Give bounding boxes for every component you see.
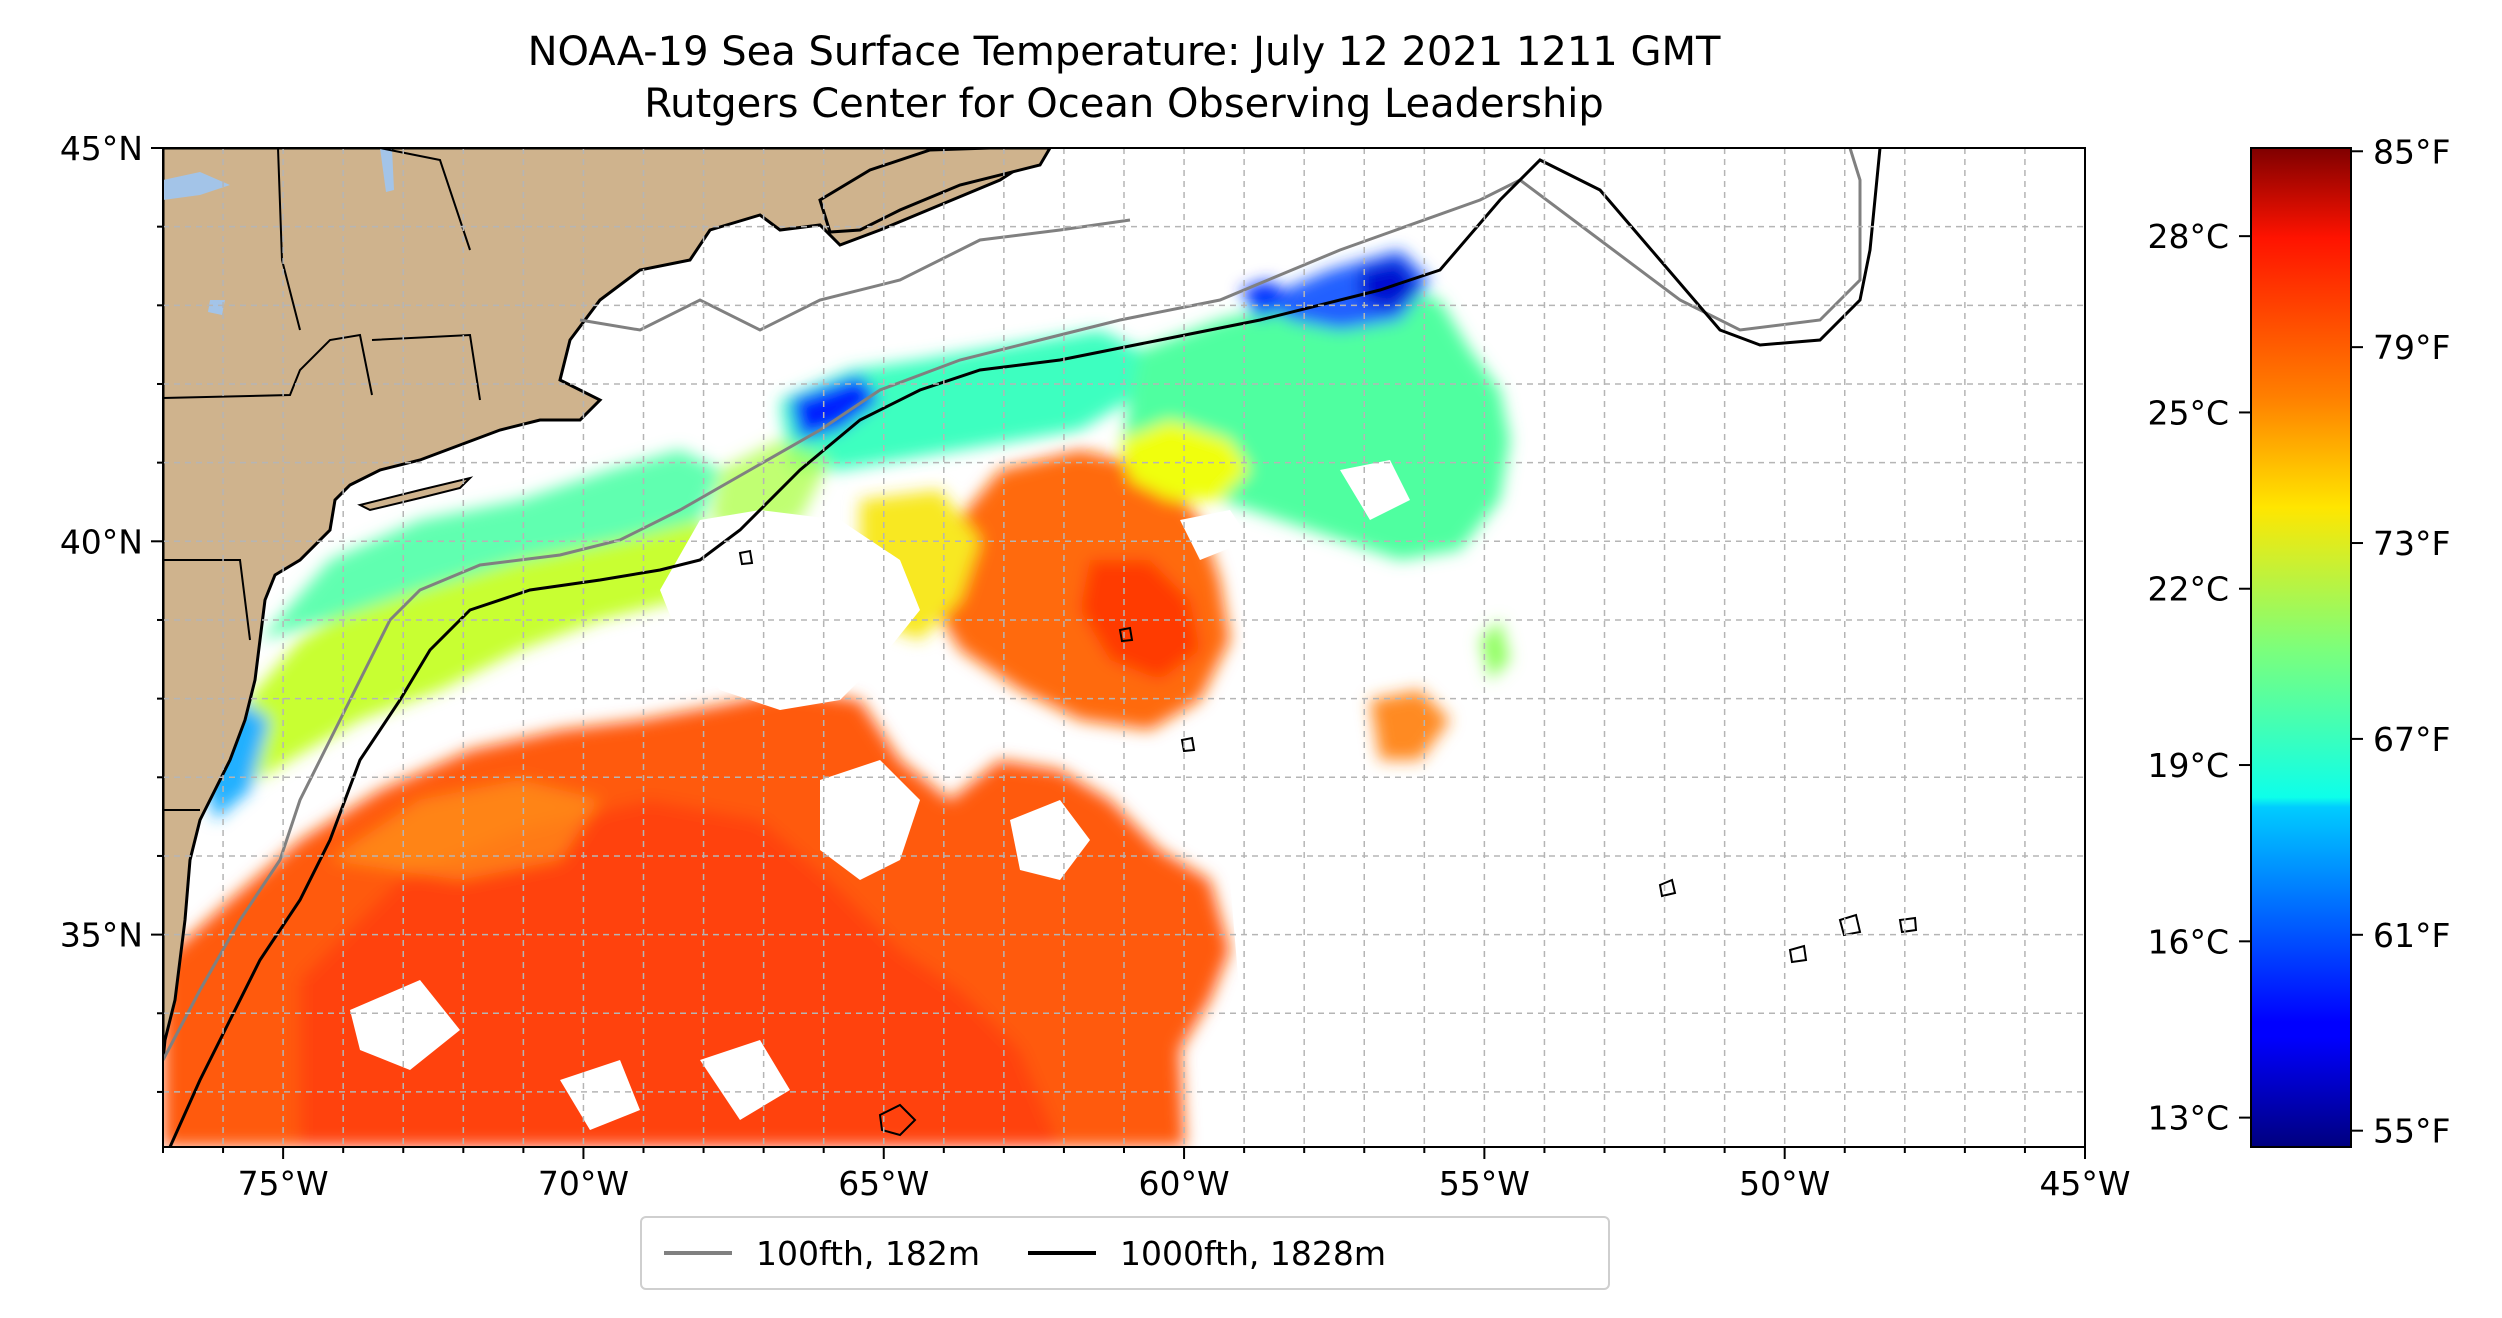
y-tick-label: 40°N — [60, 522, 143, 561]
y-tick-label: 45°N — [60, 129, 143, 168]
fahrenheit-tick-label: 55°F — [2373, 1112, 2450, 1151]
nova-scotia — [818, 148, 1052, 234]
x-axis: 75°W 70°W 65°W 60°W 55°W 50°W 45°W — [162, 1147, 2131, 1203]
x-tick-label: 55°W — [1439, 1164, 1530, 1203]
legend-swatch-100fth — [664, 1251, 732, 1255]
legend-label-1000fth: 1000fth, 1828m — [1120, 1233, 1386, 1273]
x-tick-label: 75°W — [238, 1164, 329, 1203]
cloud-masks — [350, 460, 1410, 1130]
legend-swatch-1000fth — [1028, 1251, 1096, 1255]
celsius-tick-label: 13°C — [2147, 1099, 2229, 1138]
y-axis: 35°N 40°N 45°N — [60, 129, 163, 1093]
x-tick-label: 70°W — [538, 1164, 629, 1203]
gridlines — [163, 148, 2085, 1147]
fahrenheit-tick-label: 61°F — [2373, 916, 2450, 955]
celsius-tick-label: 28°C — [2147, 217, 2229, 256]
sst-field — [163, 250, 1510, 1147]
legend-item-1000fth: 1000fth, 1828m — [1028, 1234, 1386, 1273]
bathymetry-1000fth — [168, 148, 1882, 1147]
x-tick-label: 50°W — [1739, 1164, 1830, 1203]
fahrenheit-tick-label: 85°F — [2373, 132, 2450, 171]
bathymetry-100fth — [163, 148, 1862, 1061]
legend-item-100fth: 100fth, 182m — [664, 1234, 980, 1273]
map-area — [163, 148, 2085, 1147]
colorbar-celsius-axis: 13°C 16°C 19°C 22°C 25°C 28°C — [2147, 217, 2251, 1138]
fahrenheit-tick-label: 73°F — [2373, 524, 2450, 563]
contour-legend: 100fth, 182m 1000fth, 1828m — [640, 1216, 1610, 1290]
legend-label-100fth: 100fth, 182m — [756, 1233, 980, 1273]
celsius-tick-label: 19°C — [2147, 746, 2229, 785]
land — [163, 148, 1053, 1061]
long-island — [357, 476, 474, 512]
colorbar-fahrenheit-axis: 55°F 61°F 67°F 73°F 79°F 85°F — [2351, 132, 2450, 1151]
seamounts — [738, 549, 1918, 1137]
x-tick-label: 65°W — [838, 1164, 929, 1203]
celsius-tick-label: 25°C — [2147, 393, 2229, 432]
north-america-landmass — [163, 148, 1053, 1061]
fahrenheit-tick-label: 79°F — [2373, 328, 2450, 367]
x-tick-label: 60°W — [1139, 1164, 1230, 1203]
colorbar — [2250, 147, 2352, 1148]
chart-title: NOAA-19 Sea Surface Temperature: July 12… — [527, 29, 1721, 75]
x-tick-label: 45°W — [2039, 1164, 2130, 1203]
celsius-tick-label: 22°C — [2147, 570, 2229, 609]
y-tick-label: 35°N — [60, 916, 143, 955]
lakes — [163, 148, 394, 315]
fahrenheit-tick-label: 67°F — [2373, 720, 2450, 759]
chart-subtitle: Rutgers Center for Ocean Observing Leade… — [644, 81, 1604, 127]
state-borders — [163, 148, 481, 811]
celsius-tick-label: 16°C — [2147, 922, 2229, 961]
